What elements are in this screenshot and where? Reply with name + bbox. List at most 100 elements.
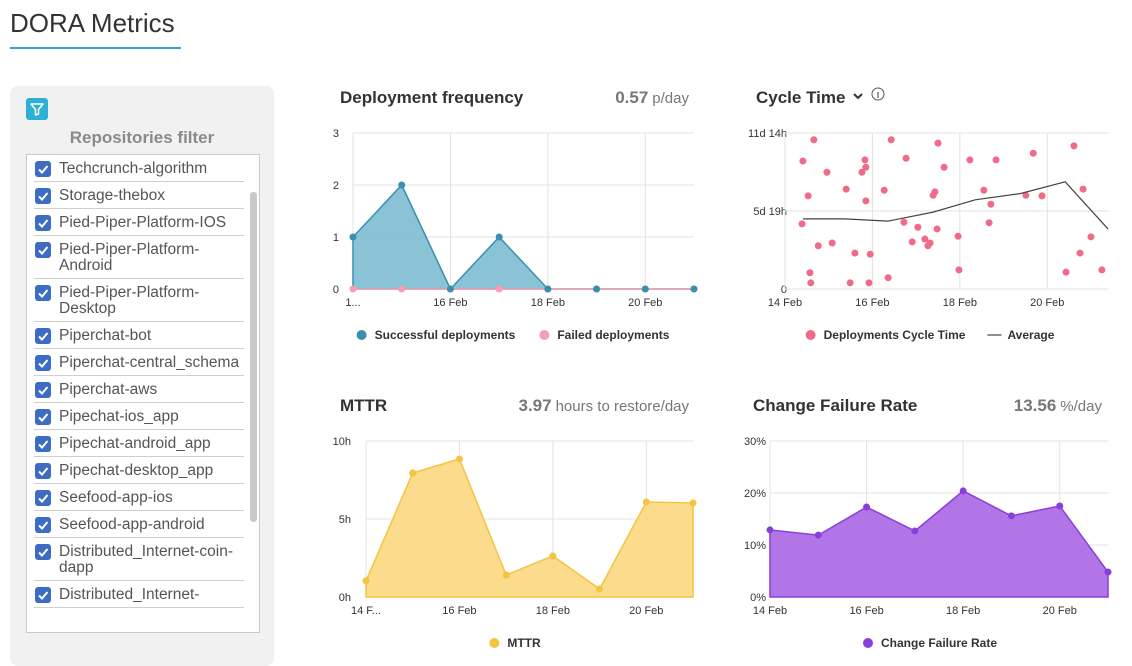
x-tick-label: 18 Feb <box>943 297 977 309</box>
repository-item[interactable]: Pipechat-ios_app <box>34 403 244 430</box>
point <box>798 220 806 228</box>
checkbox[interactable] <box>35 517 51 533</box>
repository-item[interactable]: Pied-Piper-Platform-IOS <box>34 209 244 236</box>
legend-label: Deployments Cycle Time <box>824 328 966 342</box>
point <box>887 136 895 144</box>
repository-item[interactable]: Pipechat-desktop_app <box>34 457 244 484</box>
repository-name: Pied-Piper-Platform-Android <box>59 241 200 274</box>
legend: Deployments Cycle Time Average <box>805 328 1055 342</box>
repository-item[interactable]: Distributed_Internet- <box>34 581 244 608</box>
check-mark <box>38 192 49 201</box>
point <box>1056 502 1064 510</box>
point <box>398 181 406 189</box>
repository-item[interactable]: Distributed_Internet-coin-dapp <box>34 538 244 581</box>
checkbox[interactable] <box>35 409 51 425</box>
point <box>596 585 604 593</box>
point <box>880 186 888 194</box>
check-mark <box>38 165 49 174</box>
repository-item[interactable]: Techcrunch-algorithm <box>34 155 244 182</box>
checkbox[interactable] <box>35 328 51 344</box>
filter-icon[interactable] <box>26 98 48 120</box>
checkbox[interactable] <box>35 355 51 371</box>
point <box>766 526 774 534</box>
checkbox[interactable] <box>35 587 51 603</box>
repository-item[interactable]: Seefood-app-android <box>34 511 244 538</box>
point <box>814 242 822 250</box>
checkbox[interactable] <box>35 161 51 177</box>
scrollbar[interactable] <box>250 192 257 522</box>
repository-item[interactable]: Storage-thebox <box>34 182 244 209</box>
legend: Successful deployments Failed deployments <box>356 328 670 342</box>
x-tick-label: 18 Feb <box>536 605 570 617</box>
filter-glyph <box>30 103 44 116</box>
point <box>862 197 870 205</box>
point <box>1079 185 1087 193</box>
checkbox[interactable] <box>35 490 51 506</box>
x-tick-label: 16 Feb <box>855 297 889 309</box>
check-mark <box>38 467 49 476</box>
point <box>851 249 859 257</box>
headline-value: 0.57 <box>615 88 648 107</box>
repository-item[interactable]: Piperchat-aws <box>34 376 244 403</box>
point <box>865 279 873 287</box>
y-tick-label: 2 <box>333 180 339 192</box>
chart-title: MTTR <box>340 396 387 415</box>
checkbox[interactable] <box>35 285 51 301</box>
point <box>814 531 822 539</box>
checkbox[interactable] <box>35 242 51 258</box>
checkbox[interactable] <box>35 463 51 479</box>
point <box>823 168 831 176</box>
repository-item[interactable]: Pipechat-android_app <box>34 430 244 457</box>
repository-item[interactable]: Piperchat-central_schema <box>34 349 244 376</box>
dropdown-chevron[interactable] <box>853 93 863 100</box>
repository-name: Distributed_Internet- <box>59 586 200 603</box>
repository-item[interactable]: Seefood-app-ios <box>34 484 244 511</box>
headline-value: 13.56 <box>1014 396 1057 415</box>
point <box>349 285 357 293</box>
y-tick-label: 1 <box>333 232 339 244</box>
point <box>934 139 942 147</box>
point <box>1087 233 1095 241</box>
y-tick-label: 10% <box>744 540 766 552</box>
checkbox[interactable] <box>35 382 51 398</box>
repository-name: Pipechat-ios_app <box>59 408 179 425</box>
point <box>987 200 995 208</box>
repository-item[interactable]: Pied-Piper-Platform-Android <box>34 236 244 279</box>
point <box>1070 142 1078 150</box>
x-tick-label: 14 F... <box>351 605 381 617</box>
info-icon[interactable] <box>871 87 885 101</box>
check-mark <box>38 359 49 368</box>
checkbox[interactable] <box>35 215 51 231</box>
checkbox[interactable] <box>35 188 51 204</box>
y-tick-label: 3 <box>333 128 339 140</box>
repository-name: Seefood-app-ios <box>59 489 173 506</box>
point <box>807 279 815 287</box>
check-mark <box>38 548 49 557</box>
point <box>1076 249 1084 257</box>
point <box>1029 149 1037 157</box>
average-line <box>802 181 1109 230</box>
x-tick-label: 14 Feb <box>753 605 787 617</box>
repository-item[interactable]: Piperchat-bot <box>34 322 244 349</box>
checkbox[interactable] <box>35 436 51 452</box>
point <box>641 285 649 293</box>
repository-list: Techcrunch-algorithm Storage-thebox Pied-P… <box>26 154 260 633</box>
check-mark <box>38 386 49 395</box>
point <box>1007 512 1015 520</box>
point <box>349 233 357 241</box>
headline-unit: hours to restore/day <box>556 398 690 415</box>
repository-item[interactable]: Pied-Piper-Platform-Desktop <box>34 279 244 322</box>
point <box>866 250 874 258</box>
checkbox[interactable] <box>35 544 51 560</box>
point <box>954 232 962 240</box>
point <box>931 188 939 196</box>
point <box>940 163 948 171</box>
headline: 3.97 hours to restore/day <box>519 396 690 415</box>
point <box>980 186 988 194</box>
check-mark <box>38 246 49 255</box>
point <box>495 285 503 293</box>
point <box>858 168 866 176</box>
legend-swatch <box>489 638 500 648</box>
point <box>810 136 818 144</box>
check-mark <box>38 440 49 449</box>
